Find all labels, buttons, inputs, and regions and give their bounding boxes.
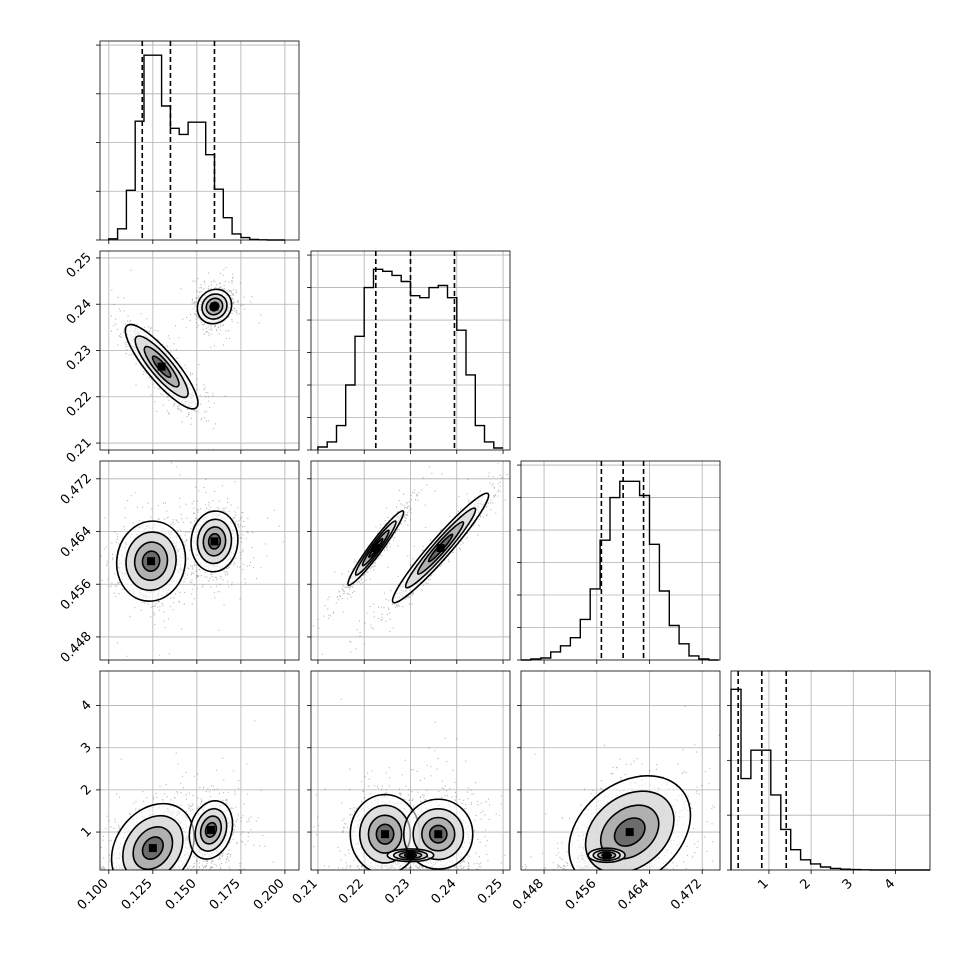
- panel-0-3: [100, 671, 299, 870]
- x-tick-label: 1: [755, 876, 771, 892]
- x-tick-label: 0.25: [475, 876, 506, 907]
- density-peak: [148, 844, 157, 853]
- histogram-line: [730, 688, 930, 871]
- y-tick-label: 3: [78, 740, 94, 756]
- density-peak: [436, 543, 445, 552]
- y-tick-label: 0.464: [58, 524, 95, 561]
- histogram-panel-2: [517, 460, 721, 661]
- y-tick-label: 1: [78, 824, 94, 840]
- panel-frame: [99, 460, 300, 661]
- density-peak: [206, 825, 215, 834]
- x-tick-label: 0.23: [382, 876, 413, 907]
- x-tick-label: 0.448: [510, 876, 547, 913]
- x-tick-label: 0.200: [251, 876, 288, 913]
- density-peak: [147, 557, 156, 566]
- y-tick-label: 0.472: [58, 471, 95, 508]
- density-peak: [381, 830, 390, 839]
- y-tick-label: 4: [78, 698, 94, 714]
- y-tick-label: 2: [78, 782, 94, 798]
- density-peak: [625, 828, 634, 837]
- x-tick-label: 0.472: [668, 876, 705, 913]
- panel-frame: [99, 40, 300, 241]
- panel-2-3: [521, 671, 720, 870]
- x-tick-label: 0.175: [207, 876, 244, 913]
- panel-1-3: [311, 671, 510, 870]
- histogram-line: [108, 54, 285, 241]
- x-tick-label: 0.464: [615, 876, 652, 913]
- x-tick-label: 0.150: [163, 876, 200, 913]
- x-tick-label: 0.100: [75, 876, 112, 913]
- histogram-panel-0: [96, 40, 300, 241]
- panel-0-2: [100, 461, 299, 660]
- histogram-panel-3: [727, 670, 931, 871]
- y-tick-label: 0.448: [58, 629, 95, 666]
- x-tick-label: 4: [882, 876, 898, 892]
- density-peak: [210, 537, 219, 546]
- panel-frame: [520, 670, 721, 871]
- panel-frame: [520, 460, 721, 661]
- y-tick-label: 0.456: [58, 576, 95, 613]
- density-peak: [157, 362, 166, 371]
- density-peak: [371, 543, 380, 552]
- y-tick-label: 0.24: [64, 296, 95, 327]
- x-tick-label: 3: [840, 876, 856, 892]
- panel-0-1: [100, 251, 299, 450]
- density-peak: [210, 302, 219, 311]
- x-tick-label: 0.125: [119, 876, 156, 913]
- panel-frame: [730, 670, 931, 871]
- x-tick-label: 0.456: [563, 876, 600, 913]
- x-tick-label: 0.22: [336, 876, 367, 907]
- density-peak: [434, 830, 443, 839]
- y-tick-label: 0.23: [64, 343, 95, 374]
- y-tick-label: 0.21: [64, 435, 95, 466]
- panel-frame: [99, 670, 300, 871]
- density-peak: [406, 851, 415, 860]
- histogram-line: [521, 480, 719, 661]
- histogram-panel-1: [307, 250, 511, 451]
- density-peak: [602, 851, 611, 860]
- histogram-line: [317, 268, 504, 450]
- x-tick-label: 2: [797, 876, 813, 892]
- y-tick-label: 0.22: [64, 389, 95, 420]
- x-tick-label: 0.21: [290, 876, 321, 907]
- panel-1-2: [311, 461, 510, 660]
- x-tick-label: 0.24: [429, 876, 460, 907]
- y-tick-label: 0.25: [64, 250, 95, 281]
